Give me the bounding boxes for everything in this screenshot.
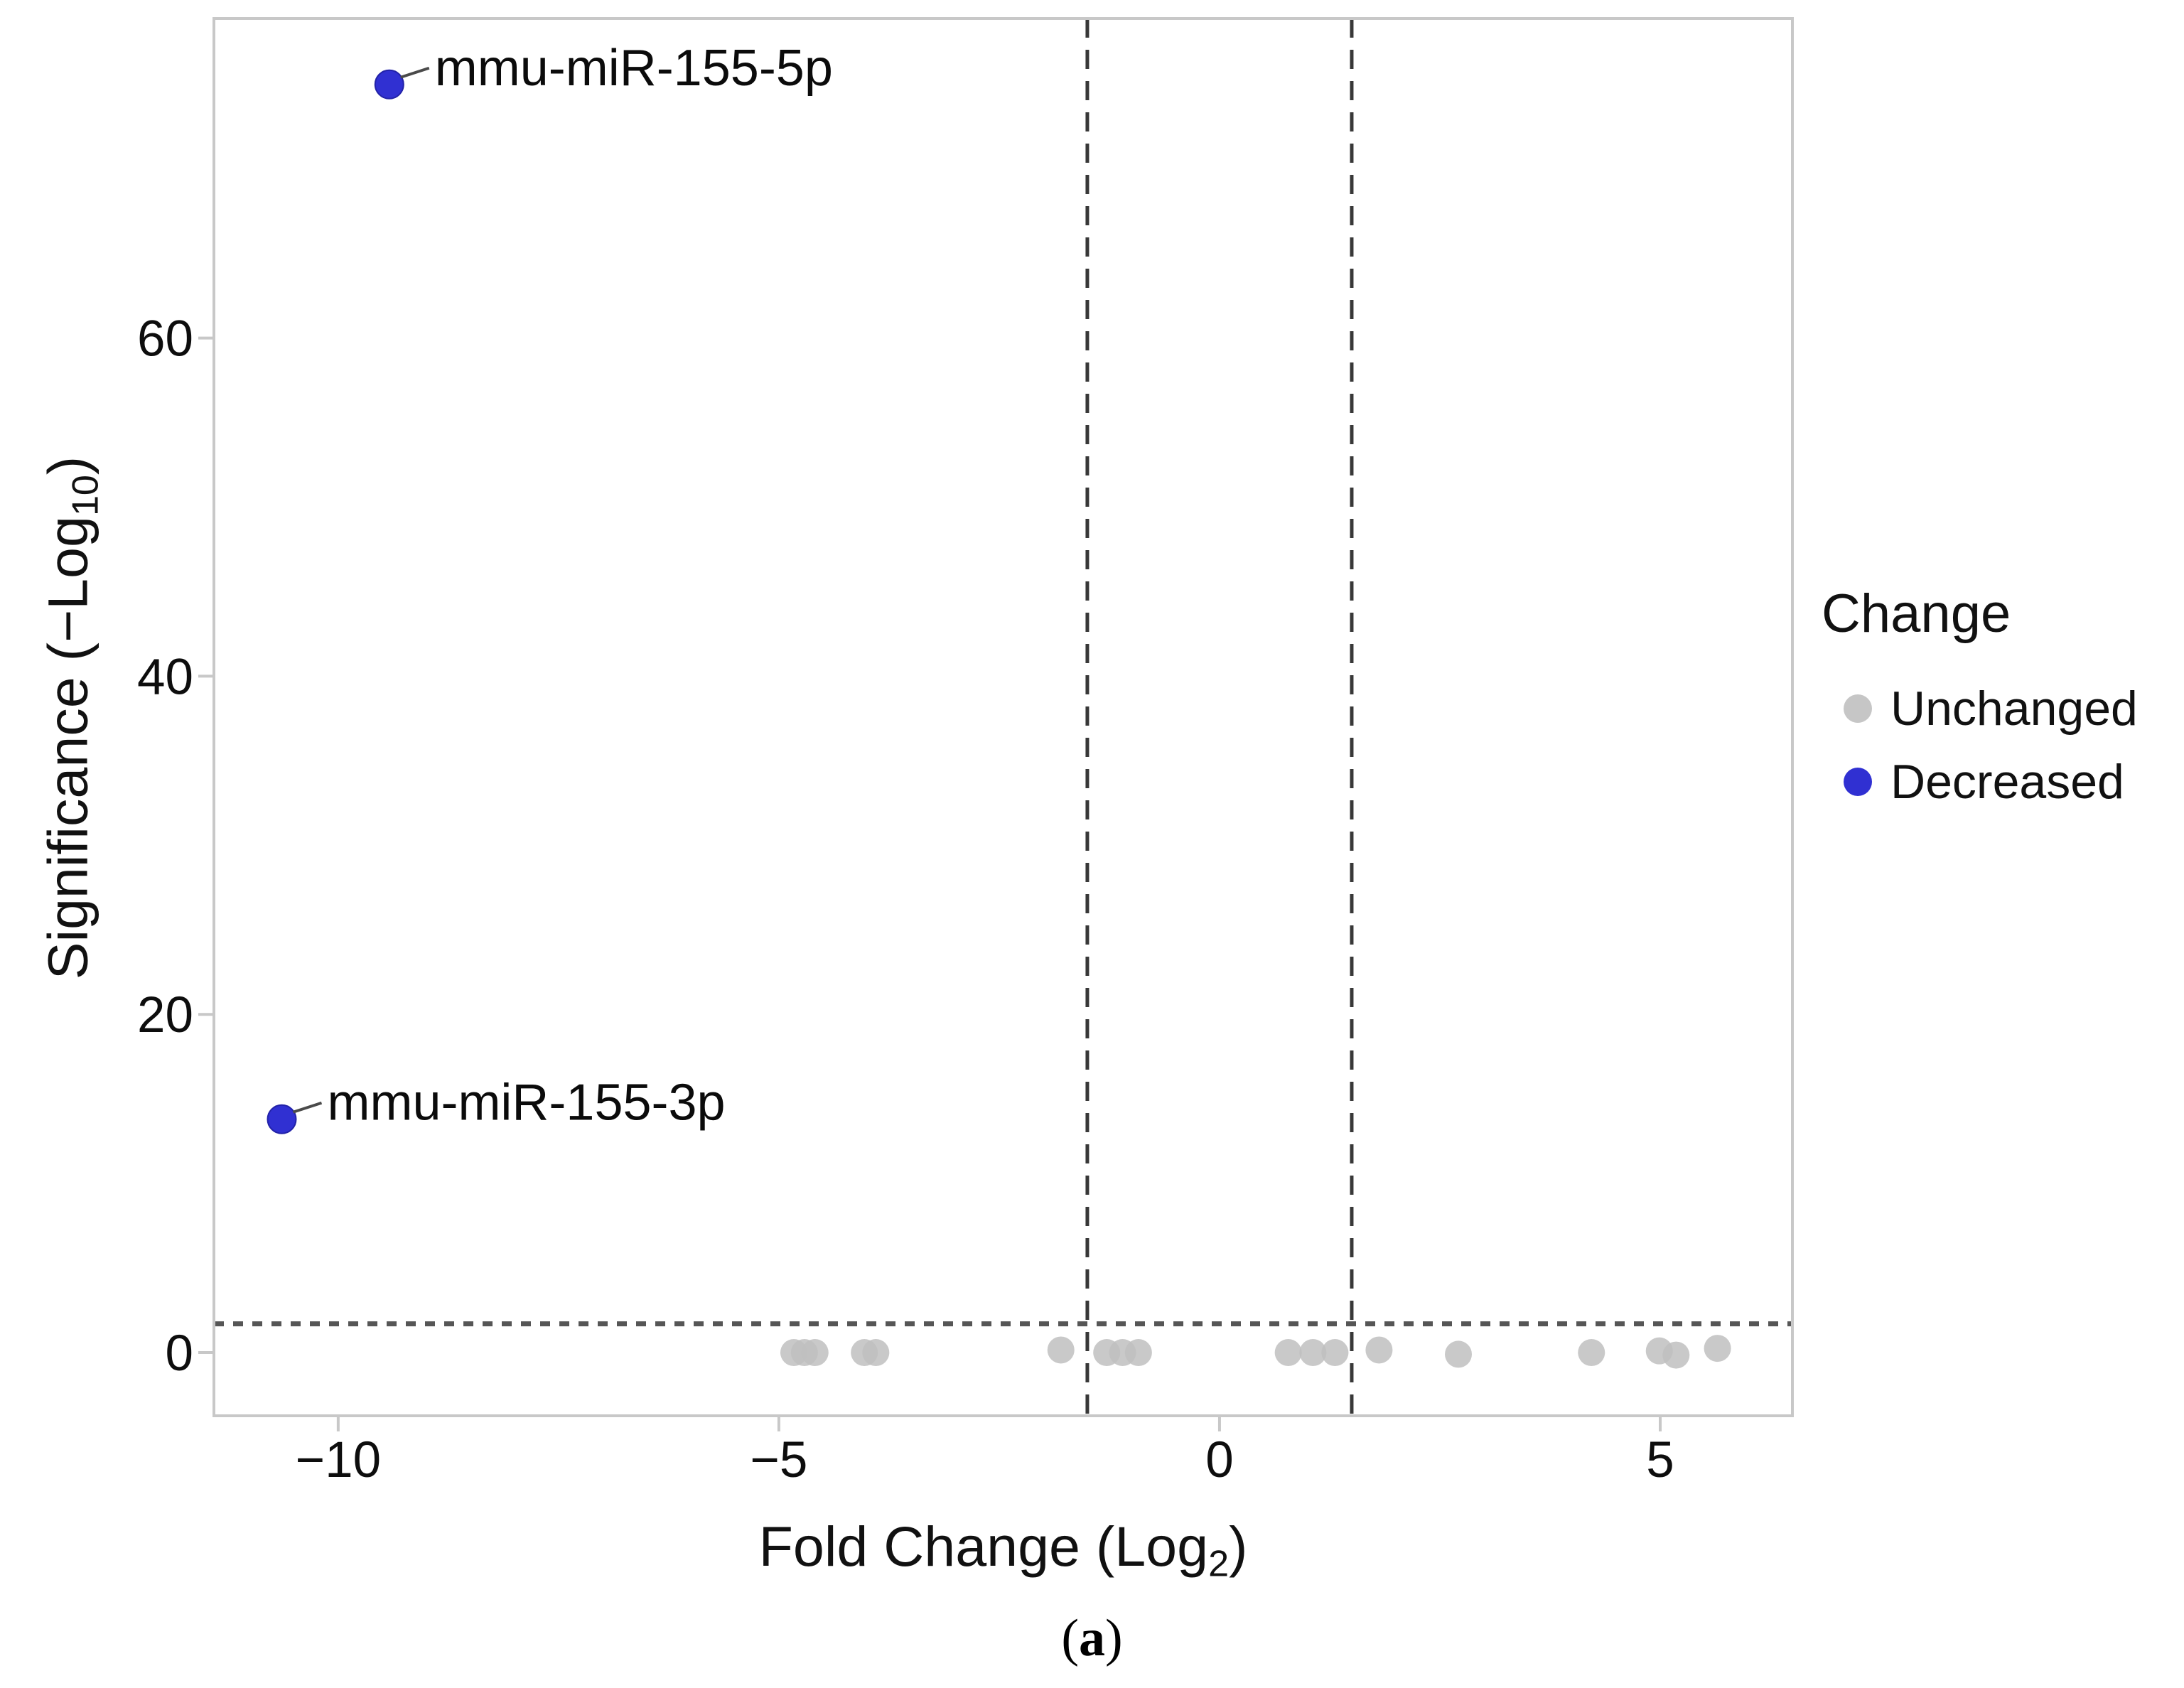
y-axis-title-close: ) <box>36 456 99 475</box>
annotation-leader-line-0 <box>400 66 430 79</box>
point-unchanged <box>1047 1336 1075 1364</box>
point-unchanged <box>1299 1339 1327 1367</box>
y-axis-title-main: Significance (−Log <box>36 516 99 980</box>
annotation-leader-line-1 <box>292 1101 323 1114</box>
plot-border <box>213 17 1794 1417</box>
caption-close-paren: ) <box>1105 1609 1123 1667</box>
point-unchanged <box>1321 1339 1349 1367</box>
point-unchanged <box>862 1339 890 1367</box>
point-unchanged <box>1578 1339 1605 1367</box>
figure-caption: (a) <box>0 1608 2184 1669</box>
legend-title: Change <box>1822 584 2011 644</box>
legend-label-decreased: Decreased <box>1890 755 2124 809</box>
x-axis-title-subscript: 2 <box>1208 1543 1230 1585</box>
x-tick-label: 0 <box>1205 1432 1234 1488</box>
x-axis-title: Fold Change (Log2) <box>214 1514 1792 1586</box>
y-tick-label: 40 <box>137 649 193 705</box>
legend-item-unchanged: Unchanged <box>1822 680 2138 737</box>
annotation-label-0: mmu-miR-155-5p <box>435 40 833 97</box>
legend-swatch-unchanged-icon <box>1844 694 1872 723</box>
legend-label-unchanged: Unchanged <box>1890 682 2138 736</box>
y-tick-label: 0 <box>166 1326 194 1382</box>
caption-letter: a <box>1079 1609 1105 1667</box>
point-unchanged <box>1445 1340 1473 1368</box>
x-tick-label: −5 <box>750 1432 807 1488</box>
point-unchanged <box>1365 1336 1393 1364</box>
point-unchanged <box>1704 1335 1731 1362</box>
point-unchanged <box>801 1339 829 1367</box>
y-tick-label: 60 <box>137 311 193 367</box>
legend: Change <box>1822 584 2011 644</box>
x-tick-label: −10 <box>296 1432 381 1488</box>
point-decreased <box>267 1104 297 1134</box>
x-tick-label: 5 <box>1646 1432 1674 1488</box>
point-unchanged <box>1662 1341 1690 1369</box>
point-unchanged <box>1274 1339 1302 1367</box>
y-axis-title-subscript: 10 <box>65 475 107 517</box>
annotation-label-1: mmu-miR-155-3p <box>327 1075 725 1131</box>
y-axis-title: Significance (−Log10) <box>36 456 107 979</box>
legend-item-decreased: Decreased <box>1822 753 2124 810</box>
x-axis-title-main: Fold Change (Log <box>758 1515 1209 1578</box>
x-axis-title-close: ) <box>1229 1515 1248 1578</box>
point-unchanged <box>1124 1339 1152 1367</box>
legend-swatch-decreased-icon <box>1844 768 1872 796</box>
y-tick-label: 20 <box>137 987 193 1043</box>
caption-open-paren: ( <box>1061 1609 1079 1667</box>
point-decreased <box>374 69 404 100</box>
